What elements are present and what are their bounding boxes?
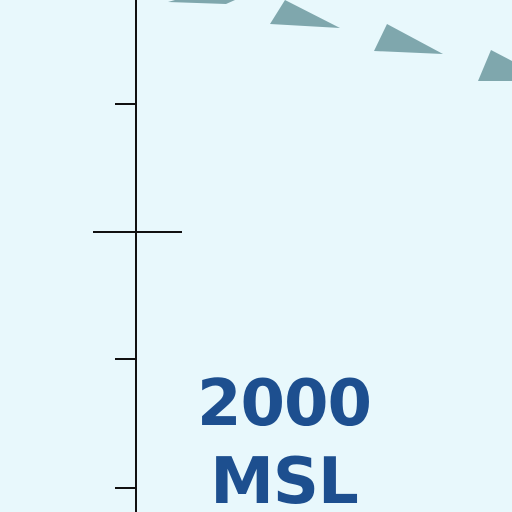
altitude-unit-label: MSL	[210, 445, 359, 512]
boundary-tooth	[478, 50, 512, 81]
boundary-teeth-line	[168, 0, 512, 81]
boundary-tooth	[374, 24, 443, 54]
boundary-tooth	[168, 0, 235, 4]
boundary-tooth	[270, 0, 340, 28]
altitude-value-label: 2000	[196, 367, 372, 441]
scale-line	[93, 0, 182, 512]
